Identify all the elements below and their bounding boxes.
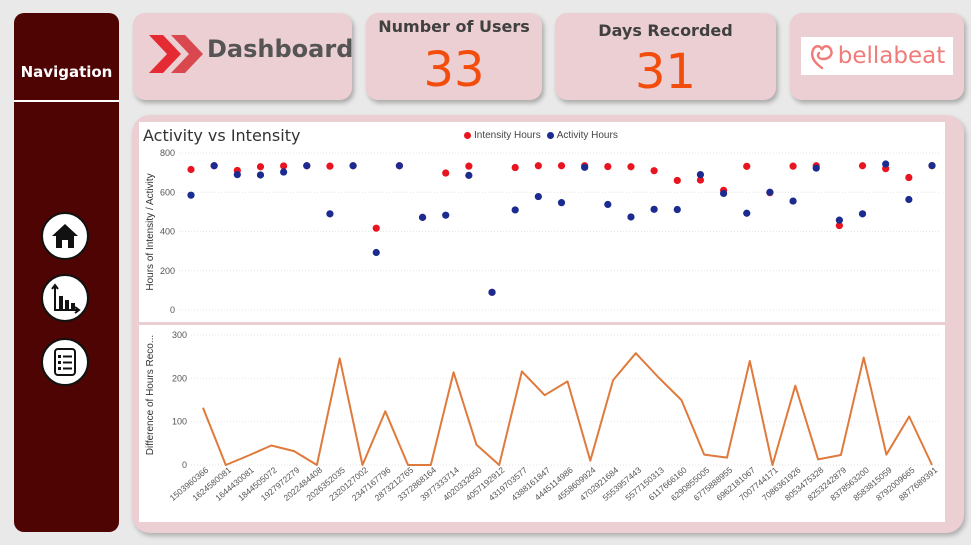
scatter-point-intensity [696,176,705,184]
scatter-y-axis-label: Hours of Intensity / Activity [145,173,156,290]
scatter-point-activity [789,197,797,205]
days-kpi-card: Days Recorded 31 [555,13,776,100]
scatter-point-activity [187,191,195,199]
activity-vs-intensity-chart: Activity vs Intensity Intensity Hours Ac… [139,122,945,322]
scatter-point-activity [581,163,589,171]
legend-item-activity: Activity Hours [546,130,618,141]
scatter-point-activity [673,205,681,214]
scatter-y-tick-label: 400 [160,227,175,237]
scatter-point-activity [835,216,843,224]
scatter-point-activity [719,189,728,198]
brand-logo: bellabeat [801,37,953,75]
scatter-legend: Intensity Hours Activity Hours [464,130,618,141]
scatter-point-intensity [627,163,635,171]
scatter-point-intensity [187,165,195,174]
line-y-tick-label: 100 [172,417,187,427]
scatter-point-activity [627,213,635,221]
scatter-point-intensity [858,162,867,170]
legend-label-intensity: Intensity Hours [474,130,541,141]
scatter-point-intensity [256,163,265,171]
analytics-button[interactable] [41,274,89,322]
navigation-divider [14,100,119,102]
dashboard-header-card: Dashboard [133,13,354,100]
scatter-point-activity [326,210,334,218]
difference-series-line [202,352,933,466]
navigation-sidebar: Navigation [14,13,119,532]
line-plot: Difference of Hours Reco... 010020030015… [145,330,939,503]
scatter-point-activity [882,160,890,168]
scatter-point-activity [766,188,774,196]
scatter-point-activity [812,164,820,172]
difference-chart: Difference of Hours Reco... 0 100 200 300 15… [139,325,945,522]
line-y-tick-label: 200 [172,373,187,383]
scatter-point-activity [650,205,658,213]
users-kpi-card: Number of Users 33 [366,13,542,100]
home-button[interactable] [41,212,89,260]
scatter-point-activity [696,170,705,179]
scatter-point-intensity [280,162,288,170]
navigation-title: Navigation [20,63,113,81]
legend-label-activity: Activity Hours [556,130,618,141]
scatter-point-activity [511,206,519,214]
legend-item-intensity: Intensity Hours [464,130,541,141]
scatter-point-activity [928,161,936,170]
scatter-point-intensity [650,167,658,175]
scatter-point-activity [303,162,311,170]
scatter-point-intensity [835,222,843,230]
scatter-y-tick-label: 800 [160,148,175,158]
scatter-point-activity [233,170,241,179]
scatter-point-activity [280,168,288,176]
scatter-point-intensity [743,162,751,170]
bar-chart-icon [51,283,81,314]
scatter-point-activity [372,248,380,257]
line-y-axis-label: Difference of Hours Reco... [145,335,156,455]
scatter-point-activity [557,199,566,207]
scatter-y-tick-label: 0 [170,305,175,315]
line-y-tick-label: 300 [172,330,187,340]
scatter-point-intensity [511,163,519,172]
days-kpi-label: Days Recorded [598,21,733,40]
scatter-point-activity [210,162,218,170]
scatter-point-intensity [673,176,681,185]
scatter-point-activity [442,211,450,219]
brand-card: bellabeat [790,13,964,100]
scatter-point-intensity [789,162,797,170]
line-y-tick-label: 0 [182,460,187,470]
users-kpi-label: Number of Users [378,17,530,36]
home-icon [52,224,78,248]
scatter-point-intensity [905,173,913,182]
scatter-point-activity [604,200,612,209]
scatter-y-tick-label: 600 [160,187,175,197]
scatter-point-intensity [604,162,612,171]
scatter-point-intensity [442,169,450,177]
scatter-point-activity [256,171,265,179]
scatter-point-activity [534,192,542,201]
scatter-point-intensity [534,162,542,170]
scatter-point-activity [743,209,751,217]
days-kpi-value: 31 [634,44,697,100]
scatter-chart-title: Activity vs Intensity [143,126,301,145]
scatter-point-intensity [372,224,380,232]
details-button[interactable] [41,338,89,386]
brand-name: bellabeat [837,43,946,69]
scatter-point-intensity [465,162,473,170]
scatter-plot: Hours of Intensity / Activity 0 200 400 600… [145,148,939,315]
scatter-point-activity [349,162,357,170]
legend-dot-activity [546,132,554,139]
chevron-logo-icon [149,35,203,73]
list-icon [54,348,76,376]
scatter-point-activity [858,210,867,218]
scatter-point-activity [395,162,404,170]
bellabeat-logo-icon [810,45,833,70]
dashboard-title: Dashboard [207,35,354,63]
scatter-point-activity [905,195,913,204]
legend-dot-intensity [464,132,471,139]
scatter-point-intensity [557,162,566,170]
scatter-point-activity [465,171,473,179]
scatter-point-intensity [326,162,334,170]
users-kpi-value: 33 [423,42,485,98]
scatter-point-activity [418,213,427,221]
scatter-point-activity [488,288,496,296]
scatter-y-tick-label: 200 [160,266,175,276]
